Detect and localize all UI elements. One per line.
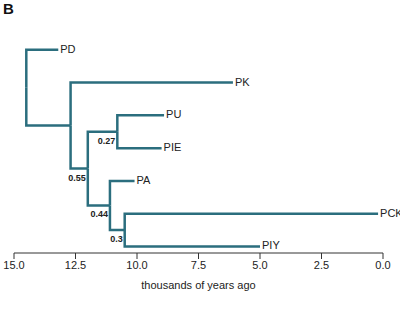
svg-text:PA: PA xyxy=(137,174,152,186)
svg-text:5.0: 5.0 xyxy=(252,259,267,271)
html-text:B: B xyxy=(3,0,14,17)
svg-text:0.0: 0.0 xyxy=(375,259,390,271)
svg-text:PIY: PIY xyxy=(262,239,280,251)
svg-text:0.55: 0.55 xyxy=(68,173,86,183)
svg-text:PD: PD xyxy=(60,43,75,55)
svg-text:0.44: 0.44 xyxy=(90,209,108,219)
svg-text:PK: PK xyxy=(235,76,250,88)
svg-text:0.27: 0.27 xyxy=(98,136,116,146)
svg-text:10.0: 10.0 xyxy=(126,259,147,271)
svg-text:0.3: 0.3 xyxy=(110,234,123,244)
svg-text:thousands of years ago: thousands of years ago xyxy=(141,279,255,291)
svg-text:PU: PU xyxy=(166,108,181,120)
svg-text:15.0: 15.0 xyxy=(8,259,25,271)
svg-text:PCK: PCK xyxy=(380,207,392,219)
svg-text:2.5: 2.5 xyxy=(314,259,329,271)
svg-text:PIE: PIE xyxy=(164,141,182,153)
svg-text:7.5: 7.5 xyxy=(191,259,206,271)
svg-text:12.5: 12.5 xyxy=(65,259,86,271)
